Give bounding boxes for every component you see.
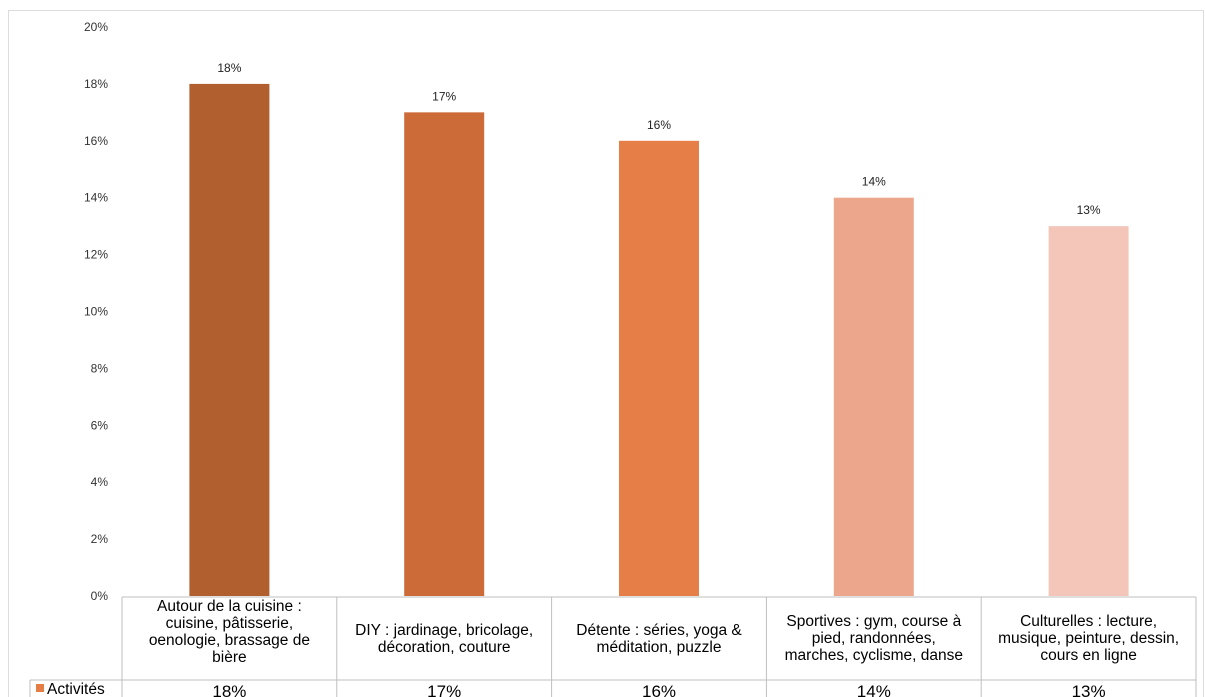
y-tick-label: 16%	[84, 134, 108, 148]
category-label-line: Autour de la cuisine :	[157, 598, 302, 615]
bar	[833, 197, 914, 596]
category-label-line: décoration, couture	[378, 639, 511, 656]
category-label-line: cours en ligne	[1040, 647, 1137, 664]
data-label: 17%	[432, 89, 456, 103]
y-tick-label: 10%	[84, 305, 108, 319]
category-label: Culturelles : lecture, musique, peinture,…	[998, 613, 1179, 664]
table-value: 18%	[212, 682, 246, 697]
y-tick-label: 4%	[91, 475, 109, 489]
category-label-line: Sportives : gym, course à	[786, 613, 961, 630]
legend-key	[36, 684, 44, 692]
y-tick-label: 18%	[84, 77, 108, 91]
data-label: 14%	[862, 175, 886, 189]
category-label-line: Détente : séries, yoga &	[576, 622, 742, 639]
chart-frame	[8, 10, 1204, 697]
data-label: 16%	[647, 118, 671, 132]
bar	[189, 83, 270, 596]
table-value: 16%	[642, 682, 676, 697]
category-label-line: cuisine, pâtisserie,	[166, 615, 294, 632]
y-tick-label: 8%	[91, 361, 109, 375]
category-label-line: marches, cyclisme, danse	[785, 647, 963, 664]
category-label: Détente : séries, yoga & méditation, puzz…	[576, 622, 742, 656]
category-label-line: pied, randonnées,	[812, 630, 936, 647]
category-label-line: DIY : jardinage, bricolage,	[355, 622, 533, 639]
y-tick-label: 12%	[84, 248, 108, 262]
bar	[619, 140, 699, 597]
y-tick-label: 14%	[84, 191, 108, 205]
category-label: DIY : jardinage, bricolage, décoration, c…	[355, 622, 533, 656]
y-tick-label: 20%	[84, 20, 108, 34]
table-value: 14%	[857, 682, 891, 697]
category-label-line: méditation, puzzle	[597, 639, 722, 656]
bar	[404, 112, 485, 596]
category-label-line: musique, peinture, dessin,	[998, 630, 1179, 647]
category-label-line: Culturelles : lecture,	[1020, 613, 1157, 630]
data-label: 18%	[217, 61, 241, 75]
y-tick-label: 6%	[91, 418, 109, 432]
category-label: Sportives : gym, course à pied, randonnée…	[785, 613, 963, 664]
y-tick-label: 0%	[91, 589, 109, 603]
data-label: 13%	[1077, 203, 1101, 217]
category-label-line: bière	[212, 649, 246, 666]
y-tick-label: 2%	[91, 532, 109, 546]
category-label-line: oenologie, brassage de	[149, 632, 310, 649]
series-name: Activités	[47, 681, 105, 697]
table-value: 17%	[427, 682, 461, 697]
table-value: 13%	[1072, 682, 1106, 697]
bar	[1048, 226, 1129, 596]
category-label: Autour de la cuisine : cuisine, pâtisseri…	[149, 598, 310, 666]
